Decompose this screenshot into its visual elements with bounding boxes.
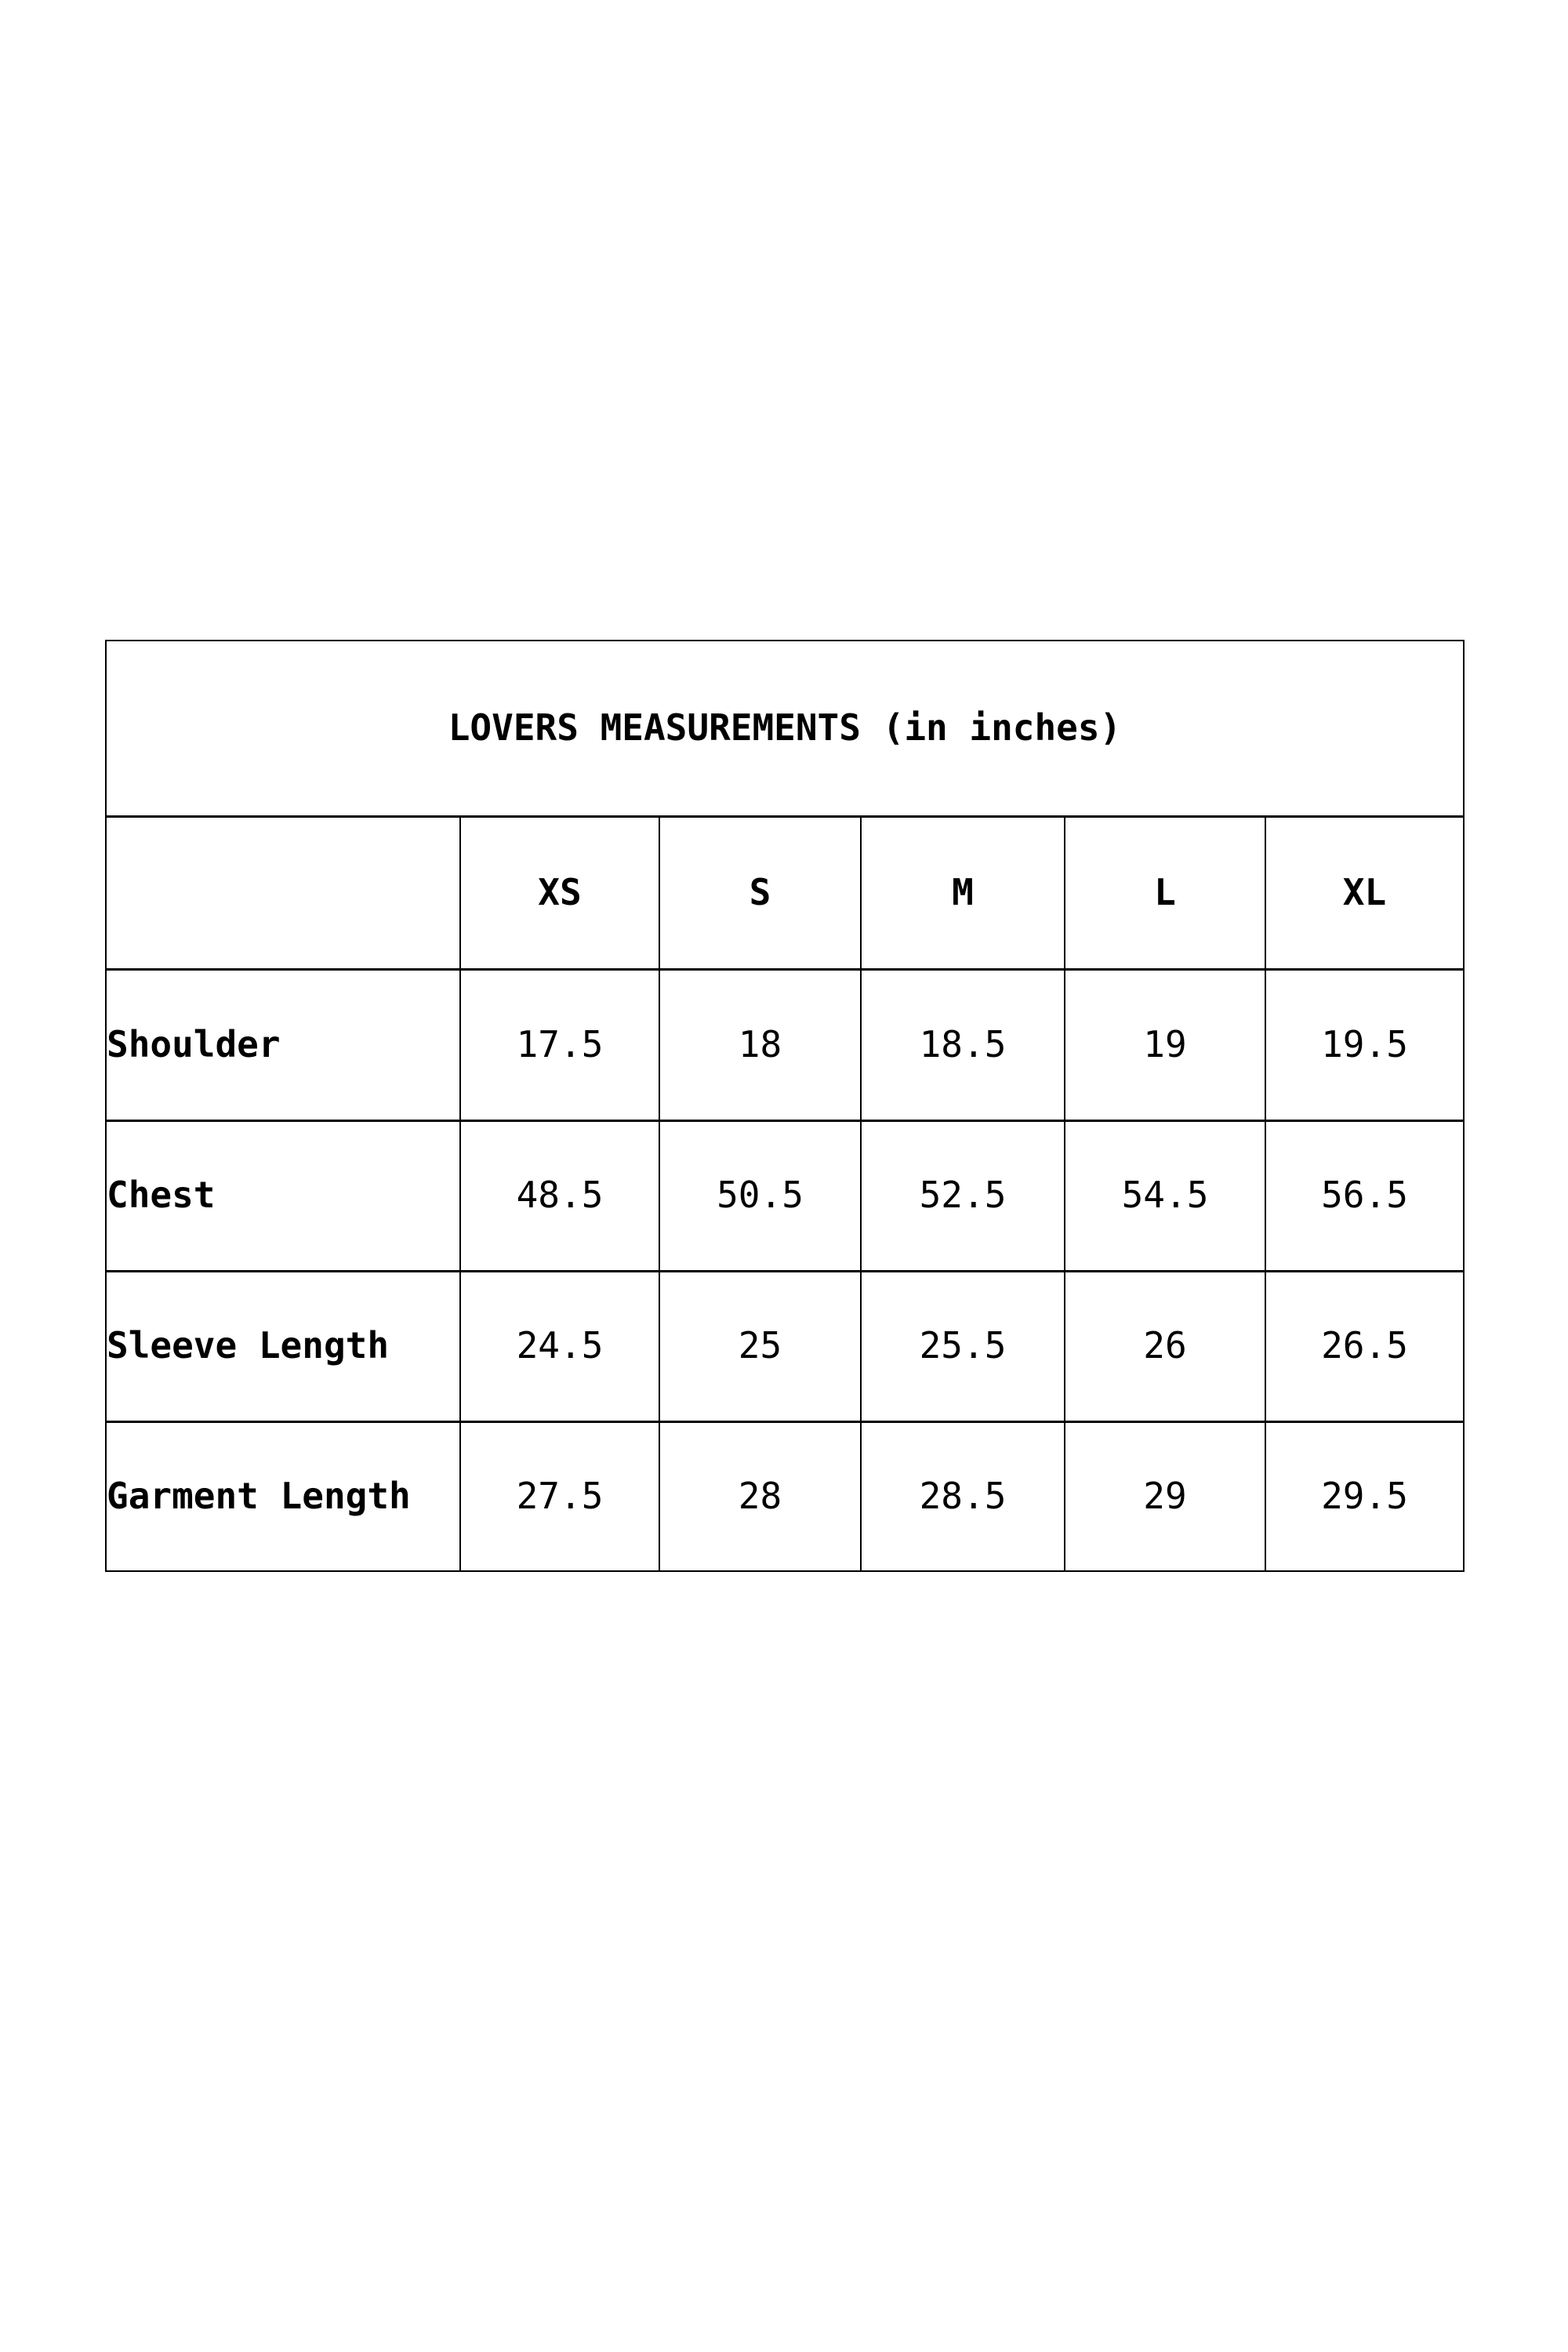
measurement-value: 54.5 (1064, 1119, 1266, 1272)
measurement-value: 28 (659, 1420, 862, 1572)
measurement-value: 28.5 (860, 1420, 1065, 1572)
size-chart: LOVERS MEASUREMENTS (in inches) XS S M L… (105, 640, 1465, 1572)
row-label: Garment Length (105, 1420, 461, 1572)
size-chart-table: LOVERS MEASUREMENTS (in inches) XS S M L… (105, 640, 1465, 1572)
measurement-value: 27.5 (459, 1420, 660, 1572)
measurement-value: 24.5 (459, 1269, 660, 1423)
size-header-row: XS S M L XL (105, 815, 1465, 971)
size-header-s: S (659, 815, 862, 971)
measurement-row-shoulder: Shoulder 17.5 18 18.5 19 19.5 (105, 967, 1465, 1122)
measurement-value: 19.5 (1265, 967, 1465, 1122)
measurement-value: 29 (1064, 1420, 1266, 1572)
row-label: Chest (105, 1119, 461, 1272)
measurement-value: 17.5 (459, 967, 660, 1122)
measurement-value: 25.5 (860, 1269, 1065, 1423)
measurement-value: 18 (659, 967, 862, 1122)
measurement-value: 50.5 (659, 1119, 862, 1272)
size-header-l: L (1064, 815, 1266, 971)
measurement-value: 52.5 (860, 1119, 1065, 1272)
measurement-row-sleeve-length: Sleeve Length 24.5 25 25.5 26 26.5 (105, 1269, 1465, 1423)
row-label: Shoulder (105, 967, 461, 1122)
size-header-m: M (860, 815, 1065, 971)
corner-empty-cell (105, 815, 461, 971)
measurement-value: 25 (659, 1269, 862, 1423)
measurement-value: 48.5 (459, 1119, 660, 1272)
measurement-row-garment-length: Garment Length 27.5 28 28.5 29 29.5 (105, 1420, 1465, 1572)
size-header-xs: XS (459, 815, 660, 971)
measurement-value: 26 (1064, 1269, 1266, 1423)
measurement-value: 29.5 (1265, 1420, 1465, 1572)
size-header-xl: XL (1265, 815, 1465, 971)
measurement-row-chest: Chest 48.5 50.5 52.5 54.5 56.5 (105, 1119, 1465, 1272)
table-title: LOVERS MEASUREMENTS (in inches) (105, 640, 1465, 818)
table-title-row: LOVERS MEASUREMENTS (in inches) (105, 640, 1465, 818)
row-label: Sleeve Length (105, 1269, 461, 1423)
measurement-value: 26.5 (1265, 1269, 1465, 1423)
measurement-value: 19 (1064, 967, 1266, 1122)
measurement-value: 56.5 (1265, 1119, 1465, 1272)
measurement-value: 18.5 (860, 967, 1065, 1122)
